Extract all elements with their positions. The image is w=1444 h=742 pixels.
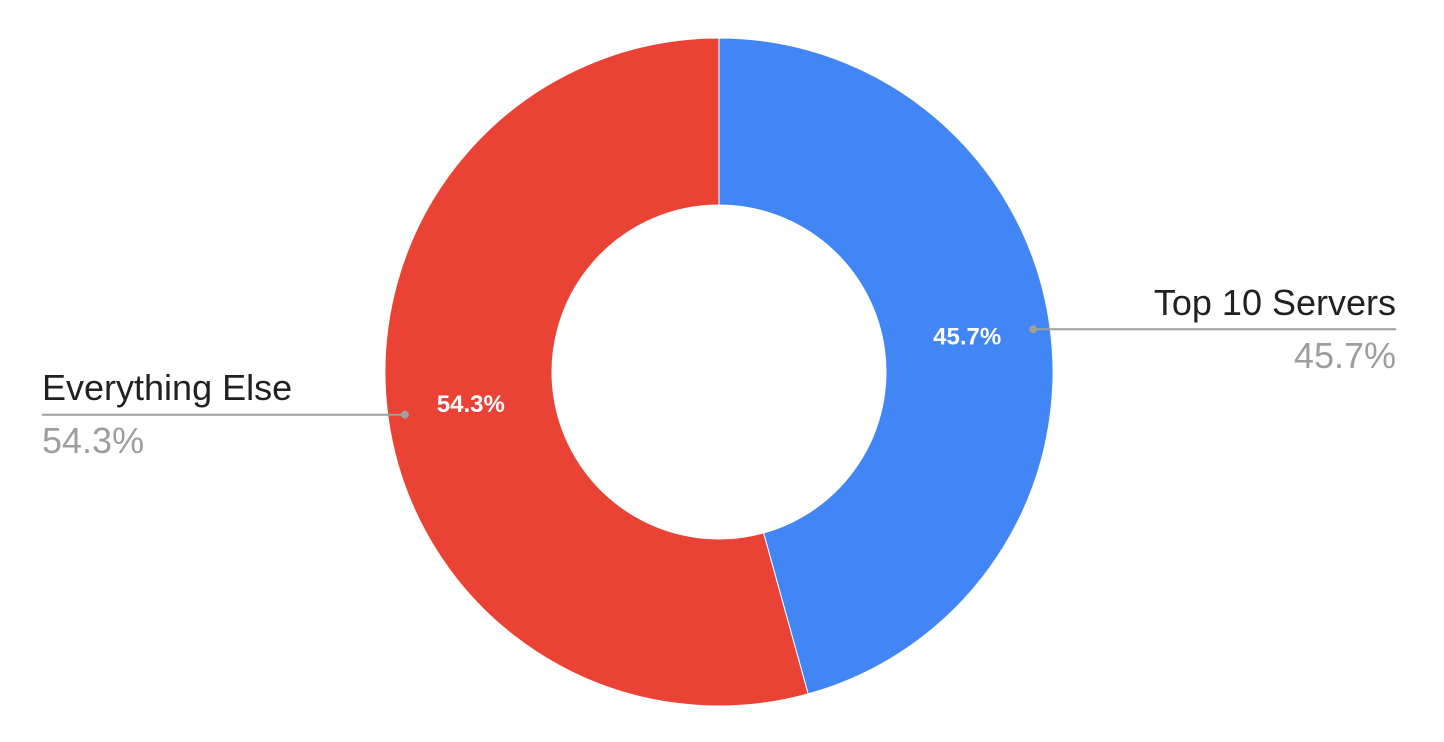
outer-category-label: Top 10 Servers — [1154, 282, 1396, 323]
outer-category-label: Everything Else — [42, 367, 292, 408]
outer-value-label: 45.7% — [1294, 335, 1396, 376]
slice — [718, 37, 1054, 695]
leader-dot — [1029, 325, 1038, 334]
slice-label: 45.7% — [933, 324, 1001, 351]
slice-label: 54.3% — [437, 391, 505, 418]
outer-value-label: 54.3% — [42, 420, 144, 461]
leader-dot — [400, 410, 409, 419]
slice — [384, 37, 809, 707]
